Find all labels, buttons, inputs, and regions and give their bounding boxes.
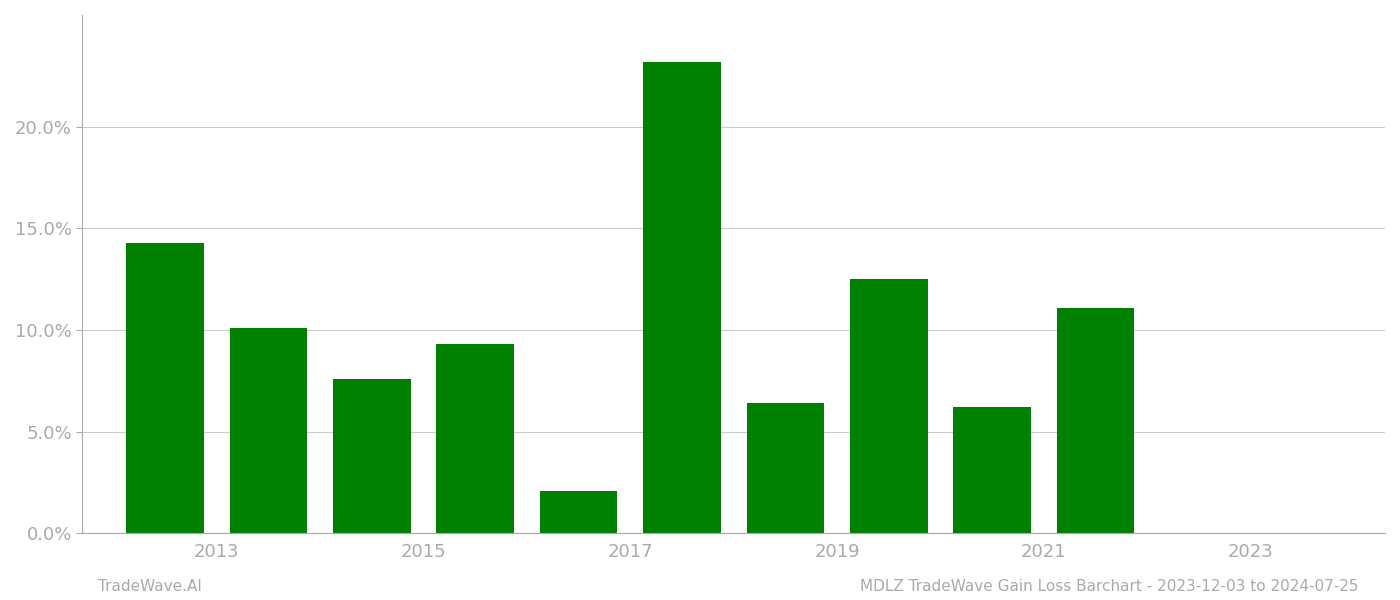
Bar — [126, 242, 204, 533]
Bar — [643, 62, 721, 533]
Bar — [746, 403, 825, 533]
Bar — [1057, 308, 1134, 533]
Text: MDLZ TradeWave Gain Loss Barchart - 2023-12-03 to 2024-07-25: MDLZ TradeWave Gain Loss Barchart - 2023… — [860, 579, 1358, 594]
Bar — [230, 328, 307, 533]
Bar — [850, 279, 928, 533]
Bar — [437, 344, 514, 533]
Bar — [540, 491, 617, 533]
Text: TradeWave.AI: TradeWave.AI — [98, 579, 202, 594]
Bar — [953, 407, 1030, 533]
Bar — [333, 379, 410, 533]
